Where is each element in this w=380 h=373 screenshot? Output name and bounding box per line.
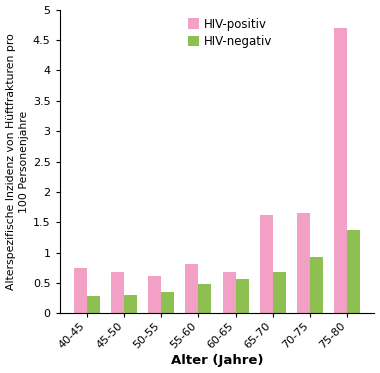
Bar [198,284,212,313]
Bar [297,213,310,313]
Bar [124,295,137,313]
Bar [87,297,100,313]
Bar [236,279,249,313]
Bar [310,257,323,313]
X-axis label: Alter (Jahre): Alter (Jahre) [171,354,263,367]
Bar [74,268,87,313]
Legend: HIV-positiv, HIV-negativ: HIV-positiv, HIV-negativ [185,15,275,50]
Bar [185,264,198,313]
Bar [148,276,162,313]
Bar [347,230,360,313]
Bar [334,28,347,313]
Bar [223,272,236,313]
Bar [162,292,174,313]
Bar [260,215,273,313]
Y-axis label: Alterspezifische Inzidenz von Hüftfrakturen pro
100 Personenjahre: Alterspezifische Inzidenz von Hüftfraktu… [6,33,29,290]
Bar [273,272,286,313]
Bar [111,272,124,313]
